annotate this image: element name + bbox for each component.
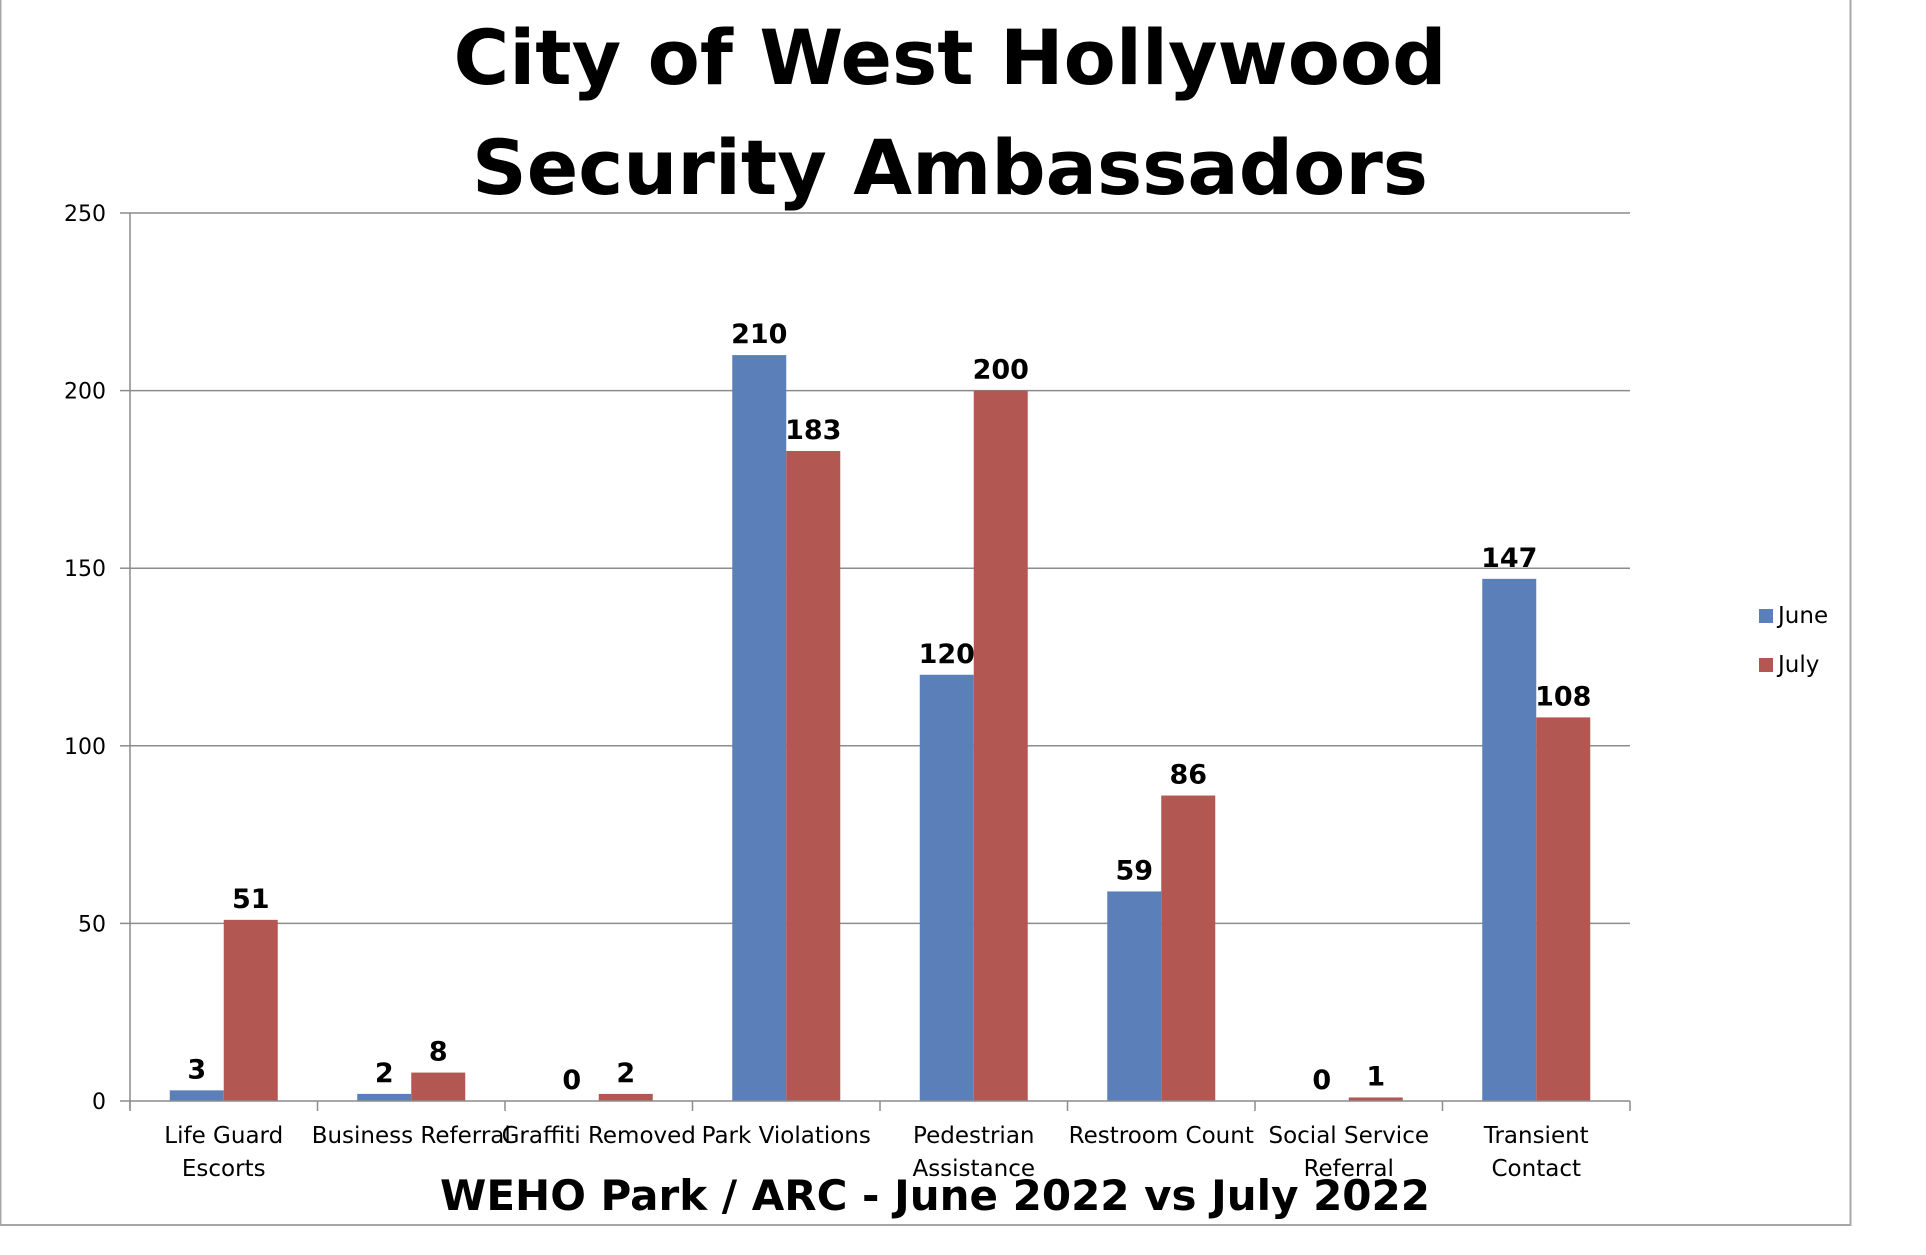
data-labels: 3 2 0 210 120 59 0 147 51 8 2 183 200 86 1 108 bbox=[187, 319, 1591, 1096]
bar-june bbox=[169, 1090, 224, 1101]
data-label: 0 bbox=[562, 1065, 581, 1096]
y-axis: 0 50 100 150 200 250 bbox=[64, 202, 131, 1115]
bar-june bbox=[357, 1093, 412, 1101]
x-tick-label: Assistance bbox=[912, 1156, 1035, 1182]
bar-june bbox=[1107, 891, 1162, 1101]
bar-july bbox=[1348, 1097, 1403, 1101]
chart-title-line-2: Security Ambassadors bbox=[472, 123, 1428, 212]
x-tick-label: Graffiti Removed bbox=[502, 1123, 696, 1149]
data-label: 59 bbox=[1115, 855, 1153, 886]
x-tick-label: Pedestrian bbox=[913, 1123, 1034, 1149]
bar-june bbox=[732, 355, 787, 1102]
x-tick-label: Transient bbox=[1483, 1123, 1589, 1149]
data-label: 86 bbox=[1169, 760, 1207, 791]
y-tick-label: 100 bbox=[64, 735, 106, 760]
data-label: 1 bbox=[1366, 1061, 1385, 1092]
bar-july bbox=[598, 1093, 653, 1101]
bar-july bbox=[411, 1072, 466, 1101]
x-tick-label: Contact bbox=[1492, 1156, 1581, 1182]
x-axis-title: WEHO Park / ARC - June 2022 vs July 2022 bbox=[440, 1171, 1430, 1220]
bar-july bbox=[973, 390, 1028, 1102]
bar-june bbox=[1482, 578, 1537, 1101]
data-label: 120 bbox=[919, 639, 975, 670]
legend-label: June bbox=[1776, 603, 1828, 629]
bar-july bbox=[1536, 717, 1591, 1101]
x-tick-label: Park Violations bbox=[702, 1123, 871, 1149]
data-label: 8 bbox=[429, 1037, 448, 1068]
x-tick-label: Life Guard bbox=[164, 1123, 283, 1149]
x-tick-label: Business Referral bbox=[312, 1123, 511, 1149]
y-tick-label: 150 bbox=[64, 557, 106, 582]
x-tick-label: Referral bbox=[1304, 1156, 1394, 1182]
x-tick-label: Restroom Count bbox=[1069, 1123, 1254, 1149]
y-tick-label: 200 bbox=[64, 380, 106, 405]
data-label: 210 bbox=[731, 319, 787, 350]
data-label: 0 bbox=[1312, 1065, 1331, 1096]
bar-july bbox=[1161, 795, 1216, 1101]
data-label: 200 bbox=[973, 355, 1029, 386]
bar-july bbox=[786, 450, 841, 1101]
y-tick-label: 50 bbox=[78, 912, 106, 937]
bars bbox=[169, 355, 1591, 1102]
legend-swatch bbox=[1759, 658, 1773, 672]
data-label: 108 bbox=[1535, 681, 1591, 712]
legend-swatch bbox=[1759, 609, 1773, 623]
legend-label: July bbox=[1776, 652, 1819, 678]
legend: June July bbox=[1759, 603, 1828, 678]
y-tick-label: 250 bbox=[64, 202, 106, 227]
bar-july bbox=[223, 919, 278, 1101]
x-tick-label: Escorts bbox=[182, 1156, 266, 1182]
x-tick-label: Social Service bbox=[1268, 1123, 1429, 1149]
bar-june bbox=[919, 674, 974, 1101]
chart-title-line-1: City of West Hollywood bbox=[453, 13, 1446, 102]
data-label: 147 bbox=[1481, 543, 1537, 574]
data-label: 2 bbox=[616, 1058, 635, 1089]
data-label: 183 bbox=[785, 415, 841, 446]
data-label: 51 bbox=[232, 884, 270, 915]
data-label: 3 bbox=[187, 1054, 206, 1085]
y-tick-label: 0 bbox=[92, 1090, 106, 1115]
gridlines bbox=[130, 212, 1630, 925]
data-label: 2 bbox=[375, 1058, 394, 1089]
x-axis: Life Guard Escorts Business ReferralGraffi… bbox=[129, 1100, 1631, 1182]
chart-title: City of West Hollywood Security Ambassad… bbox=[453, 13, 1446, 212]
